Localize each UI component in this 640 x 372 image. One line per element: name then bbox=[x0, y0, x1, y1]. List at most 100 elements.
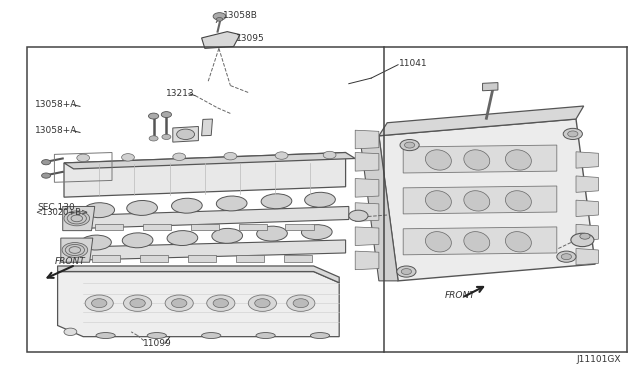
Polygon shape bbox=[576, 176, 598, 192]
Circle shape bbox=[401, 269, 412, 275]
Circle shape bbox=[563, 128, 582, 140]
Ellipse shape bbox=[256, 333, 275, 339]
Text: 13058B: 13058B bbox=[223, 11, 257, 20]
Polygon shape bbox=[202, 32, 240, 48]
Text: 11099: 11099 bbox=[143, 339, 172, 348]
Polygon shape bbox=[403, 186, 557, 214]
Ellipse shape bbox=[172, 198, 202, 213]
Ellipse shape bbox=[506, 232, 531, 252]
Circle shape bbox=[561, 254, 572, 260]
Circle shape bbox=[255, 299, 270, 308]
Circle shape bbox=[404, 142, 415, 148]
Circle shape bbox=[400, 140, 419, 151]
Ellipse shape bbox=[426, 150, 451, 170]
Text: 13095: 13095 bbox=[236, 34, 264, 43]
Polygon shape bbox=[191, 224, 219, 230]
Polygon shape bbox=[239, 224, 267, 230]
Polygon shape bbox=[58, 266, 339, 283]
Circle shape bbox=[148, 113, 159, 119]
Polygon shape bbox=[379, 106, 584, 136]
Polygon shape bbox=[63, 206, 95, 231]
Circle shape bbox=[568, 131, 578, 137]
Circle shape bbox=[69, 247, 81, 253]
Circle shape bbox=[62, 243, 88, 257]
Circle shape bbox=[177, 129, 195, 140]
Ellipse shape bbox=[167, 231, 198, 246]
Polygon shape bbox=[188, 255, 216, 262]
Circle shape bbox=[397, 266, 416, 277]
Text: SEC.130: SEC.130 bbox=[37, 203, 75, 212]
Polygon shape bbox=[576, 200, 598, 217]
Circle shape bbox=[213, 299, 228, 308]
Circle shape bbox=[130, 299, 145, 308]
Ellipse shape bbox=[464, 150, 490, 170]
Polygon shape bbox=[355, 227, 379, 246]
Ellipse shape bbox=[310, 333, 330, 339]
Polygon shape bbox=[483, 83, 498, 91]
Circle shape bbox=[287, 295, 315, 311]
Polygon shape bbox=[403, 145, 557, 173]
Polygon shape bbox=[236, 255, 264, 262]
Polygon shape bbox=[70, 206, 349, 229]
Polygon shape bbox=[355, 130, 379, 149]
Ellipse shape bbox=[81, 235, 111, 250]
Polygon shape bbox=[95, 224, 123, 230]
Circle shape bbox=[571, 233, 594, 247]
Circle shape bbox=[323, 151, 336, 159]
Circle shape bbox=[124, 295, 152, 311]
Circle shape bbox=[162, 134, 171, 140]
Ellipse shape bbox=[212, 228, 243, 243]
Text: FRONT: FRONT bbox=[445, 291, 476, 300]
Circle shape bbox=[67, 213, 86, 224]
Circle shape bbox=[64, 211, 90, 226]
Circle shape bbox=[172, 299, 187, 308]
Circle shape bbox=[213, 13, 226, 20]
Circle shape bbox=[293, 299, 308, 308]
Circle shape bbox=[149, 136, 158, 141]
Circle shape bbox=[85, 295, 113, 311]
Polygon shape bbox=[173, 126, 198, 142]
Polygon shape bbox=[576, 248, 598, 265]
Circle shape bbox=[122, 154, 134, 161]
Polygon shape bbox=[379, 119, 595, 281]
Ellipse shape bbox=[506, 191, 531, 211]
Circle shape bbox=[557, 251, 576, 262]
Circle shape bbox=[161, 112, 172, 118]
Polygon shape bbox=[355, 203, 379, 221]
Ellipse shape bbox=[127, 201, 157, 215]
Circle shape bbox=[580, 233, 590, 239]
Text: <13020+B>: <13020+B> bbox=[35, 208, 88, 217]
Text: 13058+A: 13058+A bbox=[35, 100, 77, 109]
Circle shape bbox=[92, 299, 107, 308]
Circle shape bbox=[42, 160, 51, 165]
Circle shape bbox=[224, 153, 237, 160]
Text: FRONT: FRONT bbox=[54, 257, 85, 266]
Polygon shape bbox=[355, 179, 379, 197]
Circle shape bbox=[248, 295, 276, 311]
Polygon shape bbox=[576, 152, 598, 168]
Polygon shape bbox=[143, 224, 171, 230]
Ellipse shape bbox=[305, 192, 335, 207]
Circle shape bbox=[77, 154, 90, 161]
Text: J11101GX: J11101GX bbox=[576, 355, 621, 364]
Circle shape bbox=[64, 328, 77, 336]
Ellipse shape bbox=[216, 196, 247, 211]
Ellipse shape bbox=[96, 333, 115, 339]
Ellipse shape bbox=[464, 191, 490, 211]
Polygon shape bbox=[355, 251, 379, 270]
Polygon shape bbox=[355, 153, 379, 171]
Polygon shape bbox=[64, 153, 346, 197]
Polygon shape bbox=[360, 136, 398, 281]
Polygon shape bbox=[202, 119, 212, 136]
Polygon shape bbox=[61, 238, 93, 262]
Polygon shape bbox=[140, 255, 168, 262]
Circle shape bbox=[173, 153, 186, 160]
Text: 13213: 13213 bbox=[166, 89, 195, 98]
Circle shape bbox=[65, 244, 84, 256]
Polygon shape bbox=[576, 224, 598, 241]
Ellipse shape bbox=[202, 333, 221, 339]
Circle shape bbox=[165, 295, 193, 311]
Bar bbox=[27, 46, 384, 352]
Ellipse shape bbox=[257, 226, 287, 241]
Ellipse shape bbox=[301, 225, 332, 240]
